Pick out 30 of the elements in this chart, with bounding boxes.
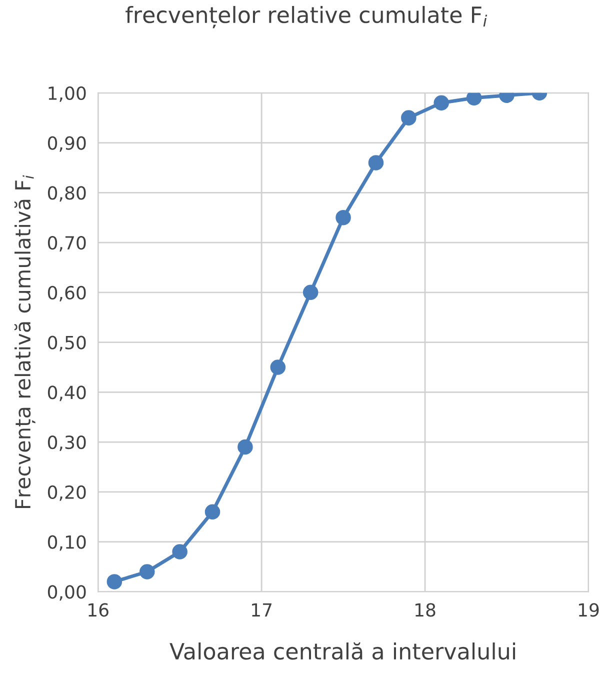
- point: [401, 110, 416, 126]
- point: [434, 95, 449, 110]
- point: [238, 439, 253, 455]
- x-axis-title: Valoarea centrală a intervalului: [170, 642, 516, 660]
- y-tick-label: 0,00: [48, 585, 86, 601]
- y-tick-label: 0,10: [48, 535, 86, 551]
- y-tick-label: 1,00: [48, 86, 86, 102]
- point: [139, 564, 155, 580]
- x-tick-label: 18: [416, 603, 436, 617]
- y-tick-label: 0,20: [48, 485, 86, 501]
- y-tick-label: 0,80: [48, 186, 86, 202]
- point: [106, 574, 122, 590]
- point: [368, 155, 384, 170]
- point: [336, 210, 351, 226]
- point: [302, 284, 318, 300]
- chart-title: frecvențelor relative cumulate F$_{i}$: [126, 6, 488, 28]
- y-tick-label: 0,70: [48, 236, 86, 252]
- x-tick-label: 19: [578, 603, 599, 617]
- y-tick-label: 0,50: [48, 336, 86, 352]
- point: [466, 92, 482, 106]
- point: [204, 504, 220, 520]
- x-tick-label: 17: [252, 603, 272, 617]
- y-tick-label: 0,90: [48, 136, 86, 152]
- y-tick-label: 0,40: [48, 386, 86, 402]
- y-tick-label: 0,60: [48, 286, 86, 302]
- point: [270, 360, 286, 375]
- y-tick-label: 0,30: [48, 436, 86, 451]
- x-tick-label: 16: [88, 603, 108, 617]
- point: [172, 544, 188, 560]
- y-axis-title: Frecvența relativă cumulativă F$_{i}$: [14, 175, 36, 508]
